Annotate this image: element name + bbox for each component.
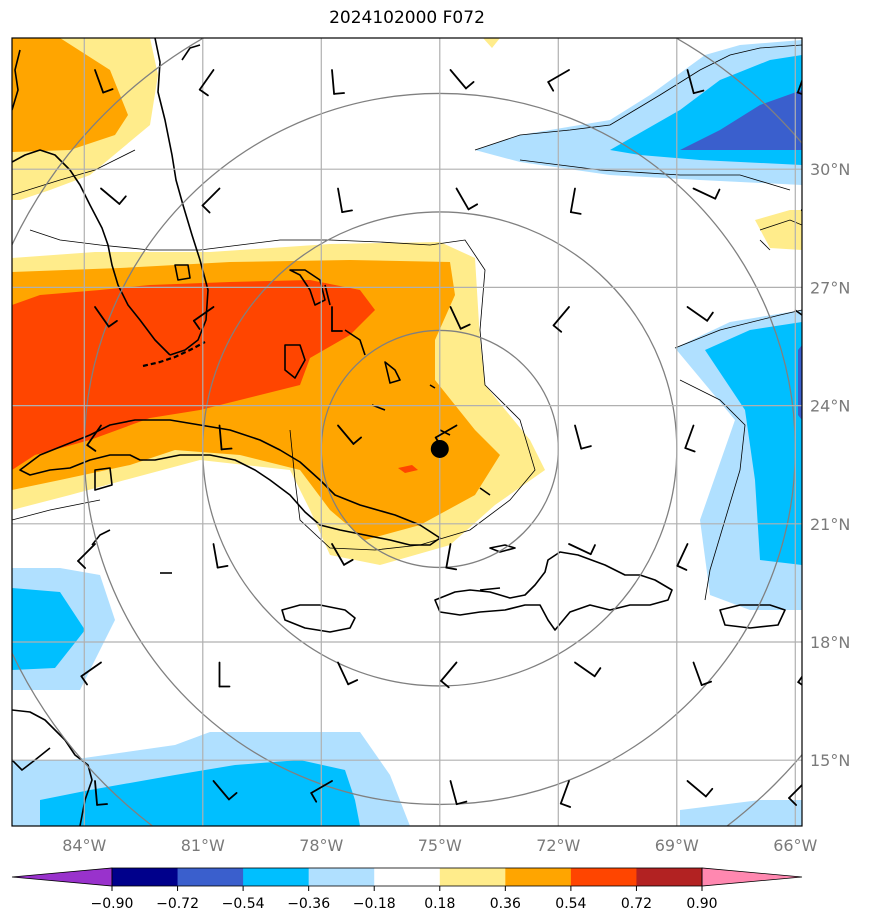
wind-barb <box>201 187 221 214</box>
colorbar-segment-7 <box>570 868 637 886</box>
wind-barb <box>445 543 458 571</box>
colorbar-label-1: −0.72 <box>156 896 199 912</box>
lon-tick-label-1: 81°W <box>181 836 225 855</box>
colorbar-label-2: −0.54 <box>222 896 265 912</box>
wind-barb <box>218 424 233 451</box>
wind-barb <box>310 780 333 803</box>
lat-tick-label-0: 30°N <box>810 160 850 179</box>
wind-barb <box>574 661 602 678</box>
lon-tick-label-4: 72°W <box>536 836 580 855</box>
lat-lon-grid <box>12 38 802 826</box>
wind-barb <box>552 306 570 333</box>
wind-barb <box>574 424 592 450</box>
wind-barb <box>547 69 570 92</box>
wind-barb <box>86 424 102 452</box>
colorbar-segment-5 <box>439 868 506 886</box>
wind-barb <box>94 780 108 806</box>
wind-barb <box>812 426 837 441</box>
colorbar-label-4: −0.18 <box>353 896 396 912</box>
colorbar-label-5: 0.18 <box>424 896 455 912</box>
wind-barb <box>331 543 354 566</box>
storm-center-marker <box>430 439 449 458</box>
wind-barb <box>559 780 572 808</box>
wind-barb <box>331 306 343 332</box>
lat-tick-label-3: 21°N <box>810 515 850 534</box>
colorbar-label-0: −0.90 <box>91 896 134 912</box>
colorbar-segment-6 <box>505 868 572 886</box>
coastlines <box>12 38 802 826</box>
colorbar-segment-4 <box>374 868 441 886</box>
wind-barb <box>449 780 468 806</box>
lat-tick-label-2: 24°N <box>810 397 850 416</box>
shading-orange-red <box>12 280 418 473</box>
wind-barb <box>80 661 102 686</box>
longitude-tick-labels: 84°W 81°W 78°W 75°W 72°W 69°W 66°W <box>62 836 817 855</box>
wind-barb <box>800 207 802 212</box>
colorbar-extend-low <box>11 867 113 887</box>
lat-tick-label-1: 27°N <box>810 278 850 297</box>
wind-barb <box>806 307 824 330</box>
wind-barb <box>568 543 596 556</box>
wind-barb <box>440 661 458 689</box>
wind-barb <box>676 543 689 571</box>
wind-barb <box>94 69 114 94</box>
wind-barb <box>198 69 215 97</box>
colorbar: −0.90 −0.72 −0.54 −0.36 −0.18 0.18 0.36 0.54 0.7… <box>11 867 803 912</box>
wind-barb <box>686 69 705 95</box>
map-title: 2024102000 F072 <box>329 8 485 28</box>
colorbar-label-6: 0.36 <box>490 896 521 912</box>
wind-barb <box>77 543 96 569</box>
wind-barb <box>788 783 802 806</box>
colorbar-label-9: 0.90 <box>686 896 717 912</box>
wind-barb <box>686 306 714 322</box>
lon-tick-label-2: 78°W <box>299 836 343 855</box>
wind-barb <box>806 544 828 564</box>
colorbar-segment-0 <box>112 868 179 886</box>
colorbar-segment-8 <box>636 868 703 886</box>
wind-barb <box>337 187 353 214</box>
lat-tick-label-5: 15°N <box>810 751 850 770</box>
wind-barb <box>692 187 721 200</box>
colorbar-label-8: 0.72 <box>621 896 652 912</box>
lon-tick-label-5: 69°W <box>655 836 699 855</box>
colorbar-segment-3 <box>308 868 375 886</box>
latitude-tick-labels: 30°N 27°N 24°N 21°N 18°N 15°N <box>810 160 850 770</box>
wind-barb <box>569 187 582 215</box>
colorbar-extend-high <box>701 867 803 887</box>
colorbar-outline <box>111 867 703 887</box>
lon-tick-label-3: 75°W <box>418 836 462 855</box>
shading-royal-blue <box>680 90 802 420</box>
wind-barb <box>94 306 118 328</box>
wind-barbs <box>77 69 837 808</box>
lon-tick-label-6: 66°W <box>773 836 817 855</box>
wind-barb <box>212 543 229 569</box>
lat-tick-label-4: 18°N <box>810 633 850 652</box>
wind-barb <box>192 306 215 330</box>
wind-barb <box>212 780 238 801</box>
colorbar-segment-1 <box>177 868 244 886</box>
wind-barb <box>686 780 714 798</box>
wind-barb <box>692 661 713 686</box>
boundaries <box>12 44 802 601</box>
wind-barb <box>455 187 479 211</box>
wind-barb <box>684 424 696 453</box>
colorbar-label-7: 0.54 <box>555 896 586 912</box>
wind-barb <box>331 69 345 95</box>
colorbar-label-3: −0.36 <box>287 896 330 912</box>
wind-barb <box>449 306 471 330</box>
wind-barb <box>218 661 231 688</box>
wind-barb <box>100 187 127 205</box>
wind-barb <box>337 424 362 445</box>
map-frame <box>11 37 803 827</box>
lon-tick-label-0: 84°W <box>62 836 106 855</box>
wind-barb <box>449 69 475 90</box>
wind-barb <box>337 661 359 686</box>
wind-barb <box>797 675 802 686</box>
colorbar-segment-2 <box>243 868 310 886</box>
